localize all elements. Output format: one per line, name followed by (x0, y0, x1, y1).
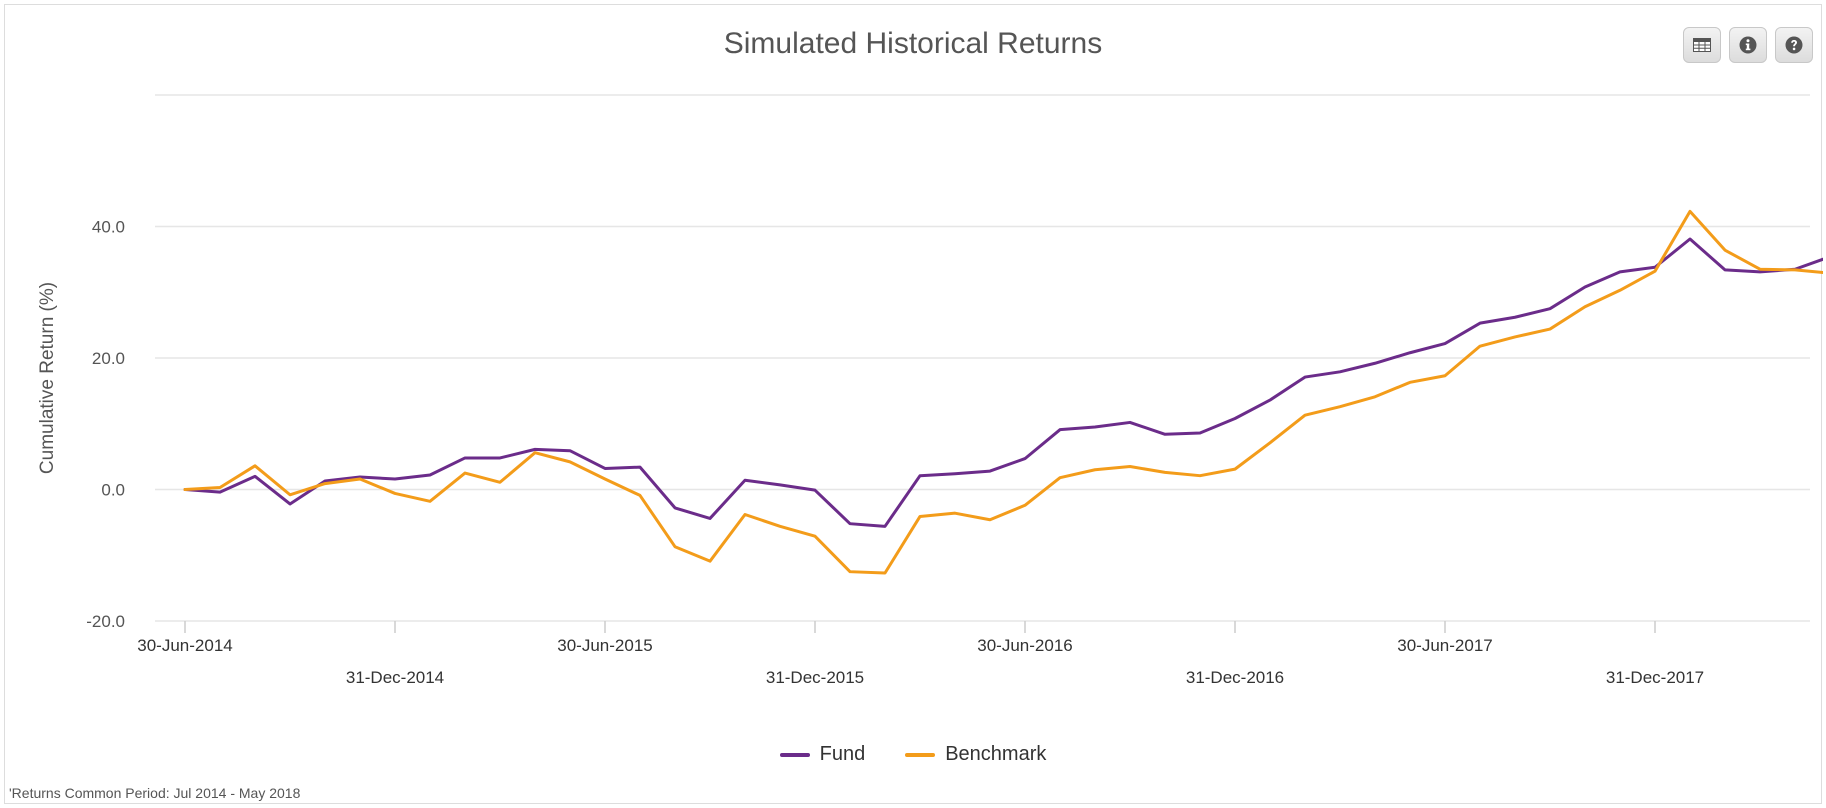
x-tick-label: 30-Jun-2015 (557, 636, 652, 655)
y-tick-label: 20.0 (92, 349, 125, 368)
series-line-benchmark (183, 209, 1823, 575)
y-tick-label: -20.0 (86, 612, 125, 631)
x-tick-label: 30-Jun-2016 (977, 636, 1072, 655)
legend-fund-label: Fund (819, 743, 866, 765)
help-button[interactable] (1775, 27, 1813, 63)
footnote: 'Returns Common Period: Jul 2014 - May 2… (9, 785, 301, 801)
benchmark-swatch (905, 752, 936, 757)
fund-swatch (779, 752, 810, 757)
chart-legend: Fund Benchmark (5, 743, 1821, 766)
legend-benchmark-label: Benchmark (945, 743, 1047, 765)
chart-panel: Simulated Historical Returns (4, 4, 1823, 804)
x-tick-label: 31-Dec-2015 (766, 668, 864, 687)
y-axis-label: Cumulative Return (%) (37, 282, 58, 474)
x-tick-label: 31-Dec-2017 (1606, 668, 1704, 687)
table-icon (1693, 38, 1711, 52)
chart-toolbar (1683, 27, 1813, 63)
x-tick-label: 30-Jun-2017 (1397, 636, 1492, 655)
info-button[interactable] (1729, 27, 1767, 63)
y-tick-label: 40.0 (92, 218, 125, 237)
legend-item-benchmark[interactable]: Benchmark (905, 743, 1046, 766)
info-icon (1739, 36, 1757, 54)
x-tick-label: 31-Dec-2014 (346, 668, 444, 687)
x-tick-label: 30-Jun-2014 (137, 636, 232, 655)
legend-item-fund[interactable]: Fund (779, 743, 866, 766)
chart-title: Simulated Historical Returns (723, 27, 1103, 60)
help-icon (1785, 36, 1803, 54)
y-tick-label: 0.0 (101, 481, 125, 500)
table-view-button[interactable] (1683, 27, 1721, 63)
series-line-fund (183, 237, 1823, 528)
x-tick-label: 31-Dec-2016 (1186, 668, 1284, 687)
line-chart: -20.0 0.0 20.0 40.0 Cumulative Return (%) 30-… (37, 94, 1823, 687)
